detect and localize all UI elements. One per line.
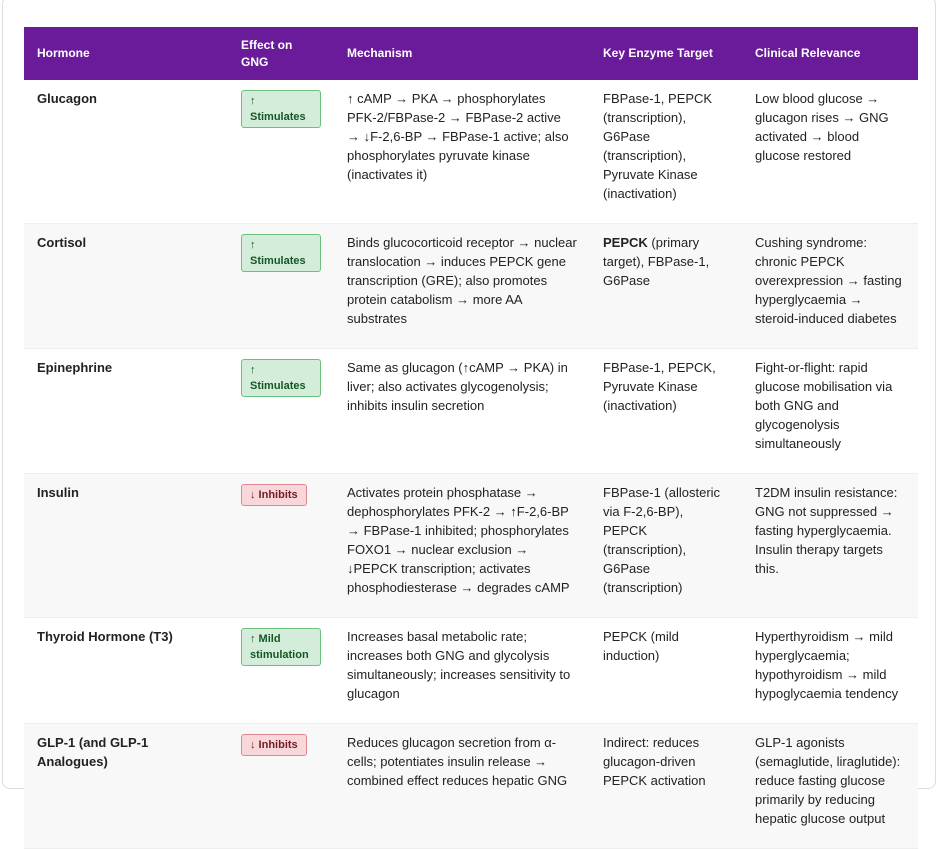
- table-row: Glucagon ↑ Stimulates ↑ cAMP → PKA → phosp…: [24, 80, 918, 224]
- table-header-row: Hormone Effect on GNG Mechanism Key Enzy…: [24, 27, 918, 80]
- enzyme-text: (primary target), FBPase-1, G6Pase: [603, 235, 710, 288]
- mechanism-cell: Same as glucagon (↑cAMP → PKA) in liver;…: [334, 348, 590, 474]
- clinical-cell: Hyperthyroidism → mild hyperglycaemia; h…: [742, 617, 918, 724]
- header-clinical: Clinical Relevance: [742, 27, 918, 80]
- enzyme-primary: PEPCK: [603, 235, 648, 250]
- enzyme-cell: Indirect: reduces glucagon-driven PEPCK …: [590, 723, 742, 849]
- clinical-cell: T2DM insulin resistance: GNG not suppres…: [742, 473, 918, 618]
- enzyme-text: FBPase-1 (allosteric via F-2,6-BP), PEPC…: [603, 485, 721, 595]
- effect-cell: ↑ Stimulates: [228, 223, 334, 349]
- header-mechanism: Mechanism: [334, 27, 590, 80]
- table-row: Thyroid Hormone (T3) ↑ Mild stimulation In…: [24, 617, 918, 724]
- effect-badge: ↓ Inhibits: [241, 734, 307, 756]
- effect-badge: ↑ Stimulates: [241, 359, 321, 397]
- header-enzyme: Key Enzyme Target: [590, 27, 742, 80]
- hormone-cell: Epinephrine: [24, 348, 228, 474]
- enzyme-text: FBPase-1, PEPCK, Pyruvate Kinase (inacti…: [603, 360, 716, 413]
- header-hormone: Hormone: [24, 27, 228, 80]
- effect-cell: ↑ Stimulates: [228, 80, 334, 224]
- enzyme-cell: FBPase-1 (allosteric via F-2,6-BP), PEPC…: [590, 473, 742, 618]
- mechanism-cell: Activates protein phosphatase → dephosph…: [334, 473, 590, 618]
- header-effect: Effect on GNG: [228, 27, 334, 80]
- enzyme-text: Indirect: reduces glucagon-driven PEPCK …: [603, 735, 706, 788]
- effect-badge: ↑ Stimulates: [241, 90, 321, 128]
- mechanism-cell: Increases basal metabolic rate; increase…: [334, 617, 590, 724]
- table-row: GLP-1 (and GLP-1 Analogues) ↓ Inhibits Red…: [24, 723, 918, 849]
- clinical-cell: Fight-or-flight: rapid glucose mobilisat…: [742, 348, 918, 474]
- enzyme-text: PEPCK (mild induction): [603, 629, 679, 663]
- enzyme-cell: PEPCK (mild induction): [590, 617, 742, 724]
- effect-cell: ↑ Stimulates: [228, 348, 334, 474]
- enzyme-text: FBPase-1, PEPCK (transcription), G6Pase …: [603, 91, 713, 201]
- effect-badge: ↓ Inhibits: [241, 484, 307, 506]
- clinical-cell: Cushing syndrome: chronic PEPCK overexpr…: [742, 223, 918, 349]
- hormone-cell: Glucagon: [24, 80, 228, 224]
- effect-badge: ↑ Mild stimulation: [241, 628, 321, 666]
- mechanism-cell: Reduces glucagon secretion from α-cells;…: [334, 723, 590, 849]
- clinical-cell: Low blood glucose → glucagon rises → GNG…: [742, 80, 918, 224]
- hormone-cell: Thyroid Hormone (T3): [24, 617, 228, 724]
- mechanism-cell: ↑ cAMP → PKA → phosphorylates PFK-2/FBPa…: [334, 80, 590, 224]
- table-row: Cortisol ↑ Stimulates Binds glucocorticoid…: [24, 223, 918, 349]
- effect-cell: ↑ Mild stimulation: [228, 617, 334, 724]
- hormone-cell: Cortisol: [24, 223, 228, 349]
- effect-badge: ↑ Stimulates: [241, 234, 321, 272]
- enzyme-cell: PEPCK (primary target), FBPase-1, G6Pase: [590, 223, 742, 349]
- effect-cell: ↓ Inhibits: [228, 723, 334, 849]
- hormone-cell: Insulin: [24, 473, 228, 618]
- hormone-gng-table: Hormone Effect on GNG Mechanism Key Enzy…: [24, 27, 918, 849]
- clinical-cell: GLP-1 agonists (semaglutide, liraglutide…: [742, 723, 918, 849]
- table-row: Epinephrine ↑ Stimulates Same as glucagon …: [24, 348, 918, 474]
- enzyme-cell: FBPase-1, PEPCK, Pyruvate Kinase (inacti…: [590, 348, 742, 474]
- table-row: Insulin ↓ Inhibits Activates protein phosp…: [24, 473, 918, 618]
- effect-cell: ↓ Inhibits: [228, 473, 334, 618]
- enzyme-cell: FBPase-1, PEPCK (transcription), G6Pase …: [590, 80, 742, 224]
- mechanism-cell: Binds glucocorticoid receptor → nuclear …: [334, 223, 590, 349]
- hormone-cell: GLP-1 (and GLP-1 Analogues): [24, 723, 228, 849]
